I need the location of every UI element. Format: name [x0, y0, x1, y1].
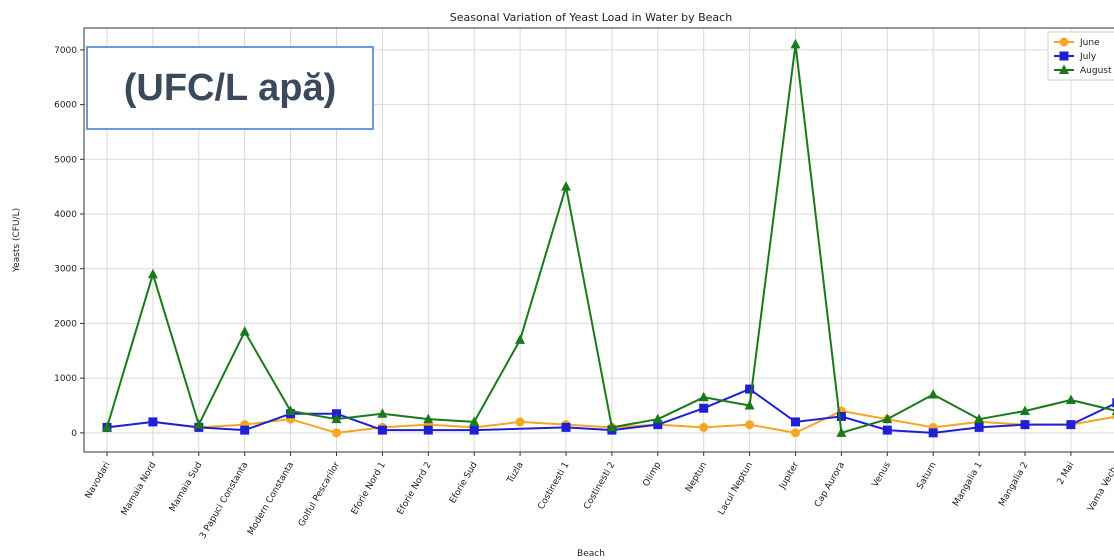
x-tick-label: Venus: [871, 460, 893, 489]
data-point-august: [1020, 405, 1030, 415]
data-point-june: [332, 428, 341, 438]
data-point-july: [882, 425, 892, 435]
data-point-august: [744, 399, 755, 410]
x-tick-label: Olimp: [641, 460, 663, 488]
data-point-august: [515, 334, 526, 344]
y-tick-label: 0: [71, 429, 77, 439]
data-point-june: [791, 428, 800, 438]
x-tick-label: Costinesti 1: [536, 461, 571, 512]
chart-title: Seasonal Variation of Yeast Load in Wate…: [450, 11, 732, 24]
y-tick-label: 5000: [54, 155, 77, 165]
x-tick-label: Tuzla: [505, 461, 525, 486]
x-tick-label: 2 Mai: [1056, 461, 1077, 487]
y-axis-label: Yeasts (CFU/L): [12, 208, 22, 273]
data-point-july: [1066, 420, 1076, 430]
plot-frame: [83, 27, 1114, 453]
data-point-august: [698, 391, 709, 402]
legend-marker-june: [1059, 37, 1069, 47]
x-tick-label: Saturn: [915, 461, 939, 492]
data-point-july: [148, 417, 158, 427]
unit-annotation-text: (UFC/L apă): [123, 66, 337, 109]
y-tick-label: 2000: [54, 319, 77, 329]
data-point-august: [331, 413, 342, 424]
y-axis: 0 1000 2000 3000 4000 5000 6000 7000: [54, 46, 84, 439]
x-tick-label: Golful Pescarilor: [297, 460, 342, 528]
data-point-august: [606, 421, 617, 432]
x-tick-label: Cap Aurora: [813, 461, 847, 510]
data-point-july: [423, 425, 433, 435]
x-tick-label: Costinesti 2: [582, 461, 617, 512]
x-tick-label: 3 Papuci Constanta: [198, 461, 250, 541]
data-point-july: [1020, 420, 1030, 430]
y-tick-label: 6000: [54, 101, 77, 111]
data-point-july: [836, 411, 846, 421]
x-tick-label: Jupiter: [777, 460, 801, 492]
data-point-august: [882, 413, 893, 424]
data-point-august: [469, 416, 480, 426]
legend-label-august: August: [1080, 66, 1112, 76]
x-tick-label: Lacul Neptun: [717, 461, 755, 518]
series-line-july: [106, 388, 1114, 434]
data-point-august: [377, 408, 388, 418]
data-point-july: [240, 425, 250, 435]
data-point-july: [974, 422, 984, 432]
data-point-july: [699, 403, 709, 413]
data-point-august: [974, 413, 985, 424]
x-tick-label: Modern Constanta: [246, 461, 296, 538]
data-point-july: [469, 425, 479, 435]
x-tick-label: Mamaia Sud: [168, 461, 204, 514]
legend-label-june: June: [1079, 38, 1100, 48]
data-point-august: [423, 413, 434, 424]
x-tick-label: Eforie Nord 2: [396, 461, 434, 517]
data-point-august: [147, 268, 158, 279]
x-tick-label: Neptun: [684, 461, 709, 495]
data-point-august: [1065, 394, 1076, 405]
legend: June July August: [1047, 31, 1114, 81]
y-tick-label: 7000: [54, 46, 77, 56]
data-point-june: [745, 420, 755, 430]
data-point-july: [745, 384, 755, 394]
data-point-august: [1111, 410, 1114, 415]
x-tick-label: Eforie Sud: [448, 461, 480, 506]
data-point-july: [1112, 398, 1114, 408]
data-point-august: [790, 38, 801, 49]
series-layer: [102, 38, 1114, 438]
x-axis-label: Beach: [577, 549, 605, 559]
unit-annotation-box: (UFC/L apă): [86, 46, 374, 130]
series-august: [102, 38, 1114, 437]
y-tick-label: 3000: [54, 265, 77, 275]
data-point-august: [102, 421, 112, 432]
data-point-july: [561, 422, 571, 432]
x-tick-label: Vama Veche: [1086, 460, 1114, 513]
x-tick-label: Mangalia 1: [951, 461, 984, 509]
data-point-august: [239, 326, 250, 336]
data-point-june: [515, 417, 525, 427]
data-point-july: [377, 425, 387, 435]
data-point-august: [193, 419, 204, 429]
data-point-june: [699, 422, 709, 432]
x-tick-label: Mangalia 2: [997, 461, 1030, 509]
data-point-august: [652, 413, 663, 424]
legend-marker-july: [1059, 51, 1069, 61]
data-point-august: [836, 427, 847, 437]
x-tick-label: Eforie Nord 1: [350, 461, 388, 517]
data-point-july: [928, 428, 938, 438]
data-point-august: [928, 389, 939, 399]
legend-label-july: July: [1079, 52, 1097, 62]
data-point-august: [285, 405, 296, 415]
data-point-july: [791, 417, 800, 427]
y-tick-label: 4000: [54, 210, 77, 220]
legend-marker-august: [1059, 64, 1069, 74]
data-point-july: [653, 420, 663, 430]
x-tick-label: Navodari: [84, 461, 113, 501]
x-tick-label: Mamaia Nord: [120, 461, 159, 518]
y-tick-label: 1000: [54, 374, 77, 384]
data-point-august: [561, 181, 571, 191]
